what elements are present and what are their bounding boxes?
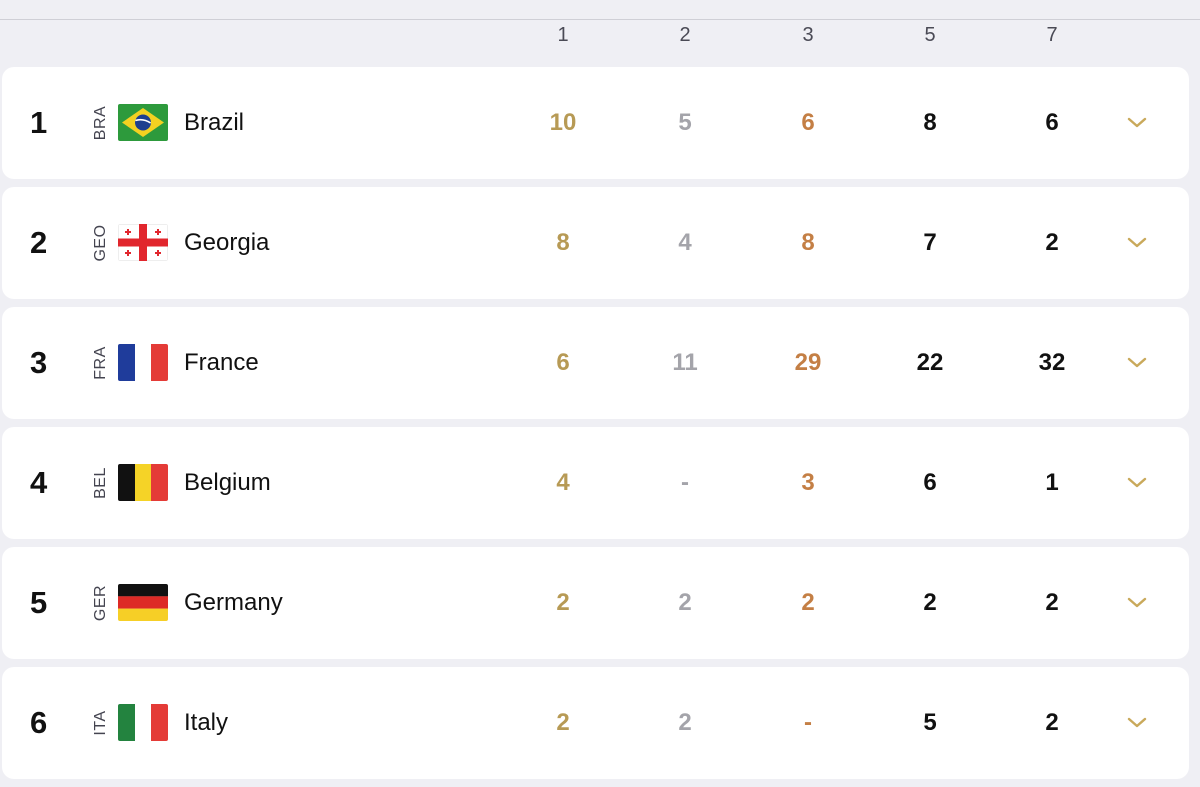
- value-col-2: 2: [678, 589, 692, 616]
- value-col-1: 2: [556, 589, 570, 616]
- country-code: FRA: [92, 346, 109, 380]
- column-header-1: 1: [557, 24, 569, 46]
- chevron-down-icon[interactable]: [1126, 353, 1148, 373]
- country-code: GER: [92, 584, 109, 622]
- country-name: Brazil: [184, 109, 245, 136]
- value-col-3: 3: [801, 469, 815, 496]
- country-name: Italy: [184, 709, 229, 736]
- table-row[interactable]: 2 GEO Georgia 8 4 8 7 2: [2, 187, 1189, 299]
- column-header-7: 7: [1046, 24, 1058, 46]
- chevron-down-icon[interactable]: [1126, 593, 1148, 613]
- value-col-2: 5: [678, 109, 692, 136]
- value-col-2: 11: [672, 349, 698, 376]
- value-col-5: 7: [923, 229, 937, 256]
- country-name: Georgia: [184, 229, 270, 256]
- value-col-3: 8: [801, 229, 815, 256]
- rank: 4: [30, 465, 48, 500]
- country-name: Germany: [184, 589, 283, 616]
- georgia-flag-icon: [118, 224, 168, 261]
- column-header-2: 2: [679, 24, 691, 46]
- value-col-1: 10: [549, 109, 577, 136]
- chevron-down-icon[interactable]: [1126, 233, 1148, 253]
- value-col-7: 1: [1045, 469, 1059, 496]
- france-flag-icon: [118, 344, 168, 381]
- rank: 5: [30, 585, 48, 620]
- chevron-down-icon[interactable]: [1126, 113, 1148, 133]
- country-name: France: [184, 349, 259, 376]
- value-col-7: 32: [1038, 349, 1066, 376]
- value-col-5: 2: [923, 589, 937, 616]
- value-col-5: 8: [923, 109, 937, 136]
- medal-table: 1 BRA Brazil 10 5 6 8 6 2 GEO: [2, 67, 1189, 787]
- country-code: BEL: [92, 467, 109, 499]
- value-col-1: 2: [556, 709, 570, 736]
- country-code: ITA: [92, 710, 109, 736]
- value-col-3: 6: [801, 109, 815, 136]
- value-col-7: 6: [1045, 109, 1059, 136]
- value-col-7: 2: [1045, 709, 1059, 736]
- value-col-7: 2: [1045, 589, 1059, 616]
- chevron-down-icon[interactable]: [1126, 473, 1148, 493]
- value-col-5: 5: [923, 709, 937, 736]
- table-row[interactable]: 1 BRA Brazil 10 5 6 8 6: [2, 67, 1189, 179]
- value-col-1: 4: [556, 469, 570, 496]
- table-header: 1 2 3 5 7: [0, 20, 1200, 50]
- table-row[interactable]: 4 BEL Belgium 4 - 3 6 1: [2, 427, 1189, 539]
- rank: 3: [30, 345, 48, 380]
- table-row[interactable]: 3 FRA France 6 11 29 22 32: [2, 307, 1189, 419]
- country-code: BRA: [92, 105, 109, 141]
- column-header-3: 3: [802, 24, 814, 46]
- germany-flag-icon: [118, 584, 168, 621]
- value-col-2: 2: [678, 709, 692, 736]
- value-col-5: 22: [916, 349, 944, 376]
- value-col-1: 8: [556, 229, 570, 256]
- value-col-2: -: [681, 469, 689, 496]
- top-divider: [0, 19, 1200, 20]
- value-col-3: 2: [801, 589, 815, 616]
- value-col-3: 29: [794, 349, 822, 376]
- rank: 2: [30, 225, 48, 260]
- table-row[interactable]: 6 ITA Italy 2 2 - 5 2: [2, 667, 1189, 779]
- value-col-7: 2: [1045, 229, 1059, 256]
- country-code: GEO: [92, 224, 109, 262]
- value-col-2: 4: [678, 229, 692, 256]
- brazil-flag-icon: [118, 104, 168, 141]
- value-col-3: -: [804, 709, 812, 736]
- table-row[interactable]: 5 GER Germany 2 2 2 2 2: [2, 547, 1189, 659]
- value-col-5: 6: [923, 469, 937, 496]
- chevron-down-icon[interactable]: [1126, 713, 1148, 733]
- column-header-5: 5: [924, 24, 936, 46]
- rank: 1: [30, 105, 48, 140]
- belgium-flag-icon: [118, 464, 168, 501]
- country-name: Belgium: [184, 469, 271, 496]
- value-col-1: 6: [556, 349, 570, 376]
- italy-flag-icon: [118, 704, 168, 741]
- rank: 6: [30, 705, 48, 740]
